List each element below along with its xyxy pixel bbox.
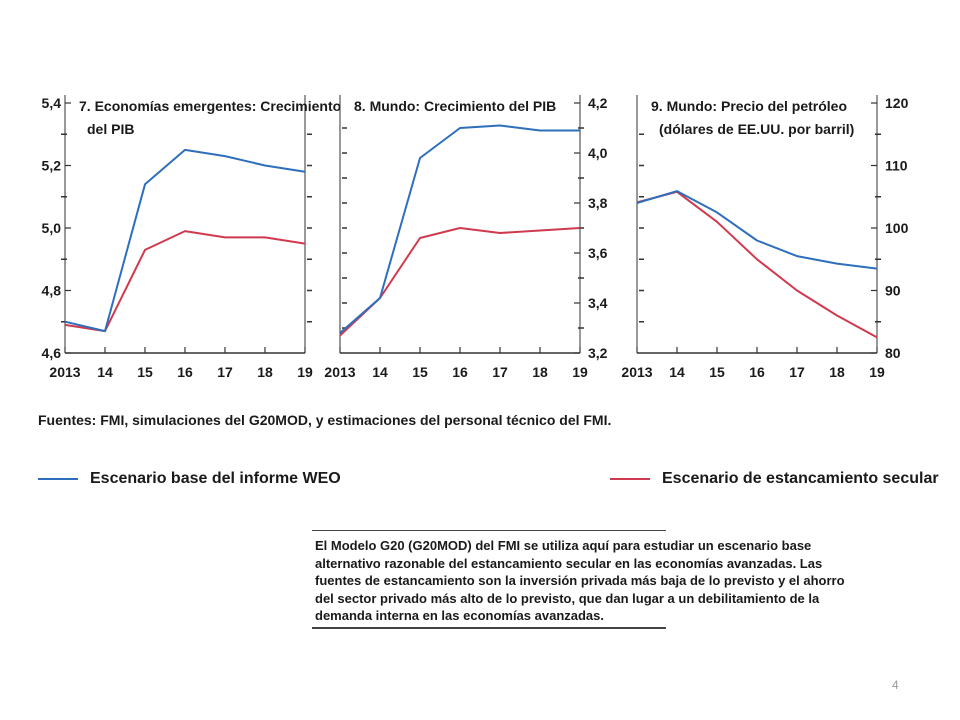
x-tick-label: 18 <box>829 364 845 380</box>
box-top-rule <box>312 530 666 531</box>
legend-secular: Escenario de estancamiento secular <box>610 470 939 488</box>
page-number: 4 <box>892 678 899 692</box>
y-tick-label: 3,8 <box>588 195 608 211</box>
legend-base-swatch <box>38 478 78 480</box>
panel-title-line: 7. Economías emergentes: Crecimiento <box>79 98 341 114</box>
y-tick-label: 100 <box>885 220 909 236</box>
y-tick-label: 80 <box>885 345 901 361</box>
x-tick-label: 2013 <box>49 364 80 380</box>
box-bottom-rule <box>312 626 666 629</box>
y-tick-label: 110 <box>885 158 908 174</box>
panel-2: 2013 14 15 16 17 18 193,2 3,4 3,6 3,8 4,0 4,2 8. Mun… <box>324 95 608 380</box>
y-tick-label: 3,4 <box>588 295 608 311</box>
series-base-line <box>339 124 580 334</box>
explanatory-text: El Modelo G20 (G20MOD) del FMI se utiliz… <box>315 538 845 623</box>
y-tick-label: 4,6 <box>42 345 62 361</box>
x-tick-label: 16 <box>452 364 468 380</box>
charts-area: 2013 14 15 16 17 18 19 4,6 4,8 5,0 5,2 5,4 7. Econom… <box>42 95 909 380</box>
x-tick-label: 14 <box>372 364 388 380</box>
x-tick-label: 2013 <box>621 364 652 380</box>
panel-title-line: del PIB <box>87 121 134 137</box>
x-tick-label: 16 <box>749 364 765 380</box>
legend-base: Escenario base del informe WEO <box>38 470 341 488</box>
x-tick-label: 19 <box>297 364 313 380</box>
x-tick-label: 19 <box>869 364 885 380</box>
x-tick-label: 17 <box>217 364 233 380</box>
y-tick-label: 4,0 <box>588 145 608 161</box>
sources-note: Fuentes: FMI, simulaciones del G20MOD, y… <box>38 412 612 428</box>
panel-1: 2013 14 15 16 17 18 19 4,6 4,8 5,0 5,2 5,4 7. Econom… <box>42 95 341 380</box>
x-tick-label: 18 <box>532 364 548 380</box>
x-tick-label: 15 <box>709 364 725 380</box>
panel-title-line: (dólares de EE.UU. por barril) <box>659 121 854 137</box>
x-tick-label: 2013 <box>324 364 355 380</box>
y-tick-label: 120 <box>885 95 909 111</box>
x-tick-label: 14 <box>97 364 113 380</box>
y-tick-label: 4,2 <box>588 95 608 111</box>
y-tick-label: 4,8 <box>42 283 62 299</box>
x-tick-label: 16 <box>177 364 193 380</box>
explanatory-box: El Modelo G20 (G20MOD) del FMI se utiliz… <box>312 530 845 629</box>
y-tick-label: 5,2 <box>42 158 62 174</box>
y-tick-label: 5,0 <box>42 220 62 236</box>
x-tick-label: 15 <box>137 364 153 380</box>
series-secular-line <box>339 227 581 337</box>
x-tick-label: 17 <box>492 364 508 380</box>
x-tick-label: 14 <box>669 364 685 380</box>
legend-secular-label: Escenario de estancamiento secular <box>662 470 939 487</box>
x-tick-label: 15 <box>412 364 428 380</box>
series-base-line <box>636 190 878 270</box>
x-tick-label: 18 <box>257 364 273 380</box>
x-tick-label: 17 <box>789 364 805 380</box>
x-tick-label: 19 <box>572 364 588 380</box>
legend-secular-swatch <box>610 478 650 480</box>
y-tick-label: 5,4 <box>42 95 62 111</box>
series-secular-line <box>64 230 306 333</box>
panel-title-line: 9. Mundo: Precio del petróleo <box>651 98 847 114</box>
legend-base-label: Escenario base del informe WEO <box>90 470 341 487</box>
y-tick-label: 90 <box>885 283 901 299</box>
panel-title-line: 8. Mundo: Crecimiento del PIB <box>354 98 556 114</box>
y-tick-label: 3,2 <box>588 345 608 361</box>
series-base-line <box>64 148 306 333</box>
y-tick-label: 3,6 <box>588 245 608 261</box>
